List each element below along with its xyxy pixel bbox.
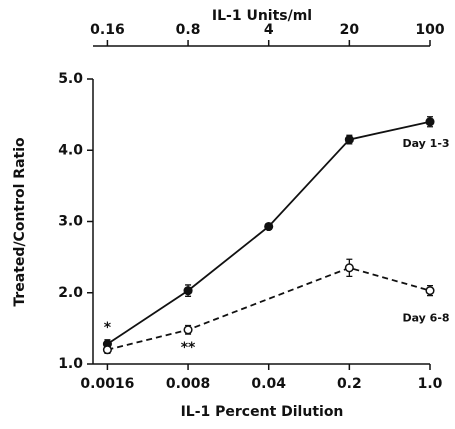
y-tick-label: 4.0 [58,142,83,158]
x-tick-label: 1.0 [418,376,443,392]
x2-axis-label: IL-1 Units/ml [212,8,312,24]
annotation: * [104,320,112,336]
x-tick-label: 0.04 [251,376,286,392]
x2-tick-label: 0.8 [176,22,201,38]
marker [344,263,354,273]
x-tick-label: 0.2 [337,376,362,392]
x2-tick-label: 100 [415,22,444,38]
marker [102,345,112,355]
marker [425,286,435,296]
x2-tick-label: 4 [264,22,274,38]
series-line [107,266,431,351]
y-tick-label: 3.0 [58,214,83,230]
series-label: Day 1-3 [402,137,449,150]
y-tick-label: 1.0 [58,356,83,372]
x2-tick-label: 20 [340,22,360,38]
marker [183,325,193,335]
y-axis-label: Treated/Control Ratio [12,137,28,307]
x-axis-label: IL-1 Percent Dilution [181,404,344,420]
x2-tick-label: 0.16 [90,22,125,38]
marker [183,286,193,296]
marker [344,135,354,145]
annotation: ** [181,340,196,356]
series-label: Day 6-8 [402,312,449,325]
x-tick-label: 0.0016 [80,376,134,392]
series-line [106,120,431,345]
y-tick-label: 5.0 [58,71,83,87]
x-tick-label: 0.008 [166,376,210,392]
marker [425,117,435,127]
y-tick-label: 2.0 [58,285,83,301]
marker [264,221,274,232]
